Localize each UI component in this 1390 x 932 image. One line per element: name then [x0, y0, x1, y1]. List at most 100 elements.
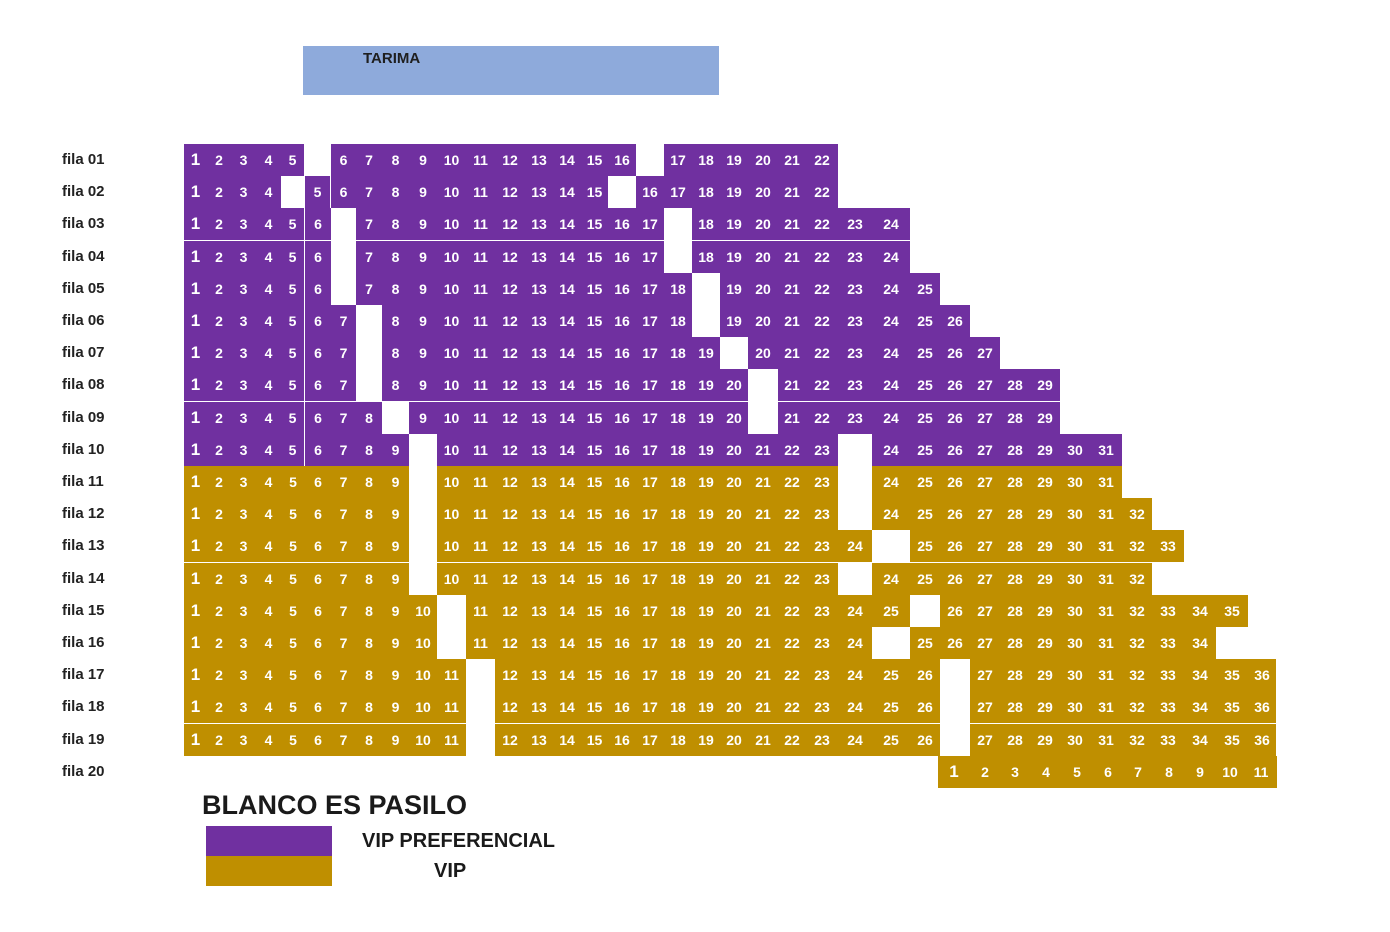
seat[interactable]: 32 [1122, 627, 1152, 659]
seat[interactable]: 24 [872, 305, 910, 337]
seat[interactable]: 11 [466, 627, 495, 659]
seat[interactable]: 6 [305, 595, 331, 627]
seat[interactable]: 10 [437, 176, 466, 208]
seat[interactable]: 5 [281, 659, 305, 691]
seat[interactable]: 21 [778, 241, 806, 273]
seat[interactable]: 22 [778, 724, 806, 756]
seat[interactable]: 20 [748, 144, 778, 176]
seat[interactable]: 11 [466, 369, 495, 401]
seat[interactable]: 3 [231, 273, 256, 305]
seat[interactable]: 17 [636, 434, 664, 466]
seat[interactable]: 21 [778, 369, 806, 401]
seat[interactable]: 2 [207, 627, 231, 659]
seat[interactable]: 22 [806, 144, 838, 176]
seat[interactable]: 17 [636, 659, 664, 691]
seat[interactable]: 25 [910, 369, 940, 401]
seat[interactable]: 28 [1000, 434, 1030, 466]
seat[interactable]: 31 [1090, 691, 1122, 723]
seat[interactable]: 11 [466, 402, 495, 434]
seat[interactable]: 22 [806, 369, 838, 401]
seat[interactable]: 20 [748, 337, 778, 369]
seat[interactable]: 23 [838, 273, 872, 305]
seat[interactable]: 23 [838, 305, 872, 337]
seat[interactable]: 20 [748, 208, 778, 240]
seat[interactable]: 18 [664, 659, 692, 691]
seat[interactable]: 5 [281, 337, 305, 369]
seat[interactable]: 2 [207, 305, 231, 337]
seat[interactable]: 9 [382, 434, 409, 466]
seat[interactable]: 1 [184, 627, 207, 659]
seat[interactable]: 26 [940, 498, 970, 530]
seat[interactable]: 5 [281, 273, 305, 305]
seat[interactable]: 24 [838, 659, 872, 691]
seat[interactable]: 13 [525, 691, 553, 723]
seat[interactable]: 15 [581, 466, 608, 498]
seat[interactable]: 31 [1090, 498, 1122, 530]
seat[interactable]: 3 [231, 498, 256, 530]
seat[interactable]: 15 [581, 305, 608, 337]
seat[interactable]: 10 [437, 498, 466, 530]
seat[interactable]: 5 [281, 466, 305, 498]
seat[interactable]: 2 [207, 530, 231, 562]
seat[interactable]: 29 [1030, 659, 1060, 691]
seat[interactable]: 1 [184, 563, 207, 595]
seat[interactable]: 20 [748, 241, 778, 273]
seat[interactable]: 22 [778, 627, 806, 659]
seat[interactable]: 36 [1248, 691, 1276, 723]
seat[interactable]: 30 [1060, 530, 1090, 562]
seat[interactable]: 31 [1090, 563, 1122, 595]
seat[interactable]: 23 [806, 466, 838, 498]
seat[interactable]: 13 [525, 273, 553, 305]
seat[interactable]: 33 [1152, 691, 1184, 723]
seat[interactable]: 12 [495, 627, 525, 659]
seat[interactable]: 28 [1000, 595, 1030, 627]
seat[interactable]: 1 [938, 756, 970, 788]
seat[interactable]: 20 [720, 434, 748, 466]
seat[interactable]: 29 [1030, 402, 1060, 434]
seat[interactable]: 1 [184, 402, 207, 434]
seat[interactable]: 16 [608, 724, 636, 756]
seat[interactable]: 21 [778, 144, 806, 176]
seat[interactable]: 2 [207, 434, 231, 466]
seat[interactable]: 22 [778, 563, 806, 595]
seat[interactable]: 10 [409, 724, 437, 756]
seat[interactable]: 4 [256, 176, 281, 208]
seat[interactable]: 7 [331, 369, 356, 401]
seat[interactable]: 14 [553, 434, 581, 466]
seat[interactable]: 12 [495, 659, 525, 691]
seat[interactable]: 19 [720, 176, 748, 208]
seat[interactable]: 21 [748, 595, 778, 627]
seat[interactable]: 11 [466, 241, 495, 273]
seat[interactable]: 3 [231, 402, 256, 434]
seat[interactable]: 5 [281, 691, 305, 723]
seat[interactable]: 10 [437, 369, 466, 401]
seat[interactable]: 18 [692, 176, 720, 208]
seat[interactable]: 19 [692, 337, 720, 369]
seat[interactable]: 16 [608, 305, 636, 337]
seat[interactable]: 19 [692, 466, 720, 498]
seat[interactable]: 19 [692, 659, 720, 691]
seat[interactable]: 10 [437, 144, 466, 176]
seat[interactable]: 3 [231, 595, 256, 627]
seat[interactable]: 2 [207, 176, 231, 208]
seat[interactable]: 14 [553, 273, 581, 305]
seat[interactable]: 15 [581, 530, 608, 562]
seat[interactable]: 11 [1245, 756, 1277, 788]
seat[interactable]: 3 [231, 208, 256, 240]
seat[interactable]: 1 [184, 337, 207, 369]
seat[interactable]: 24 [872, 241, 910, 273]
seat[interactable]: 21 [748, 434, 778, 466]
seat[interactable]: 3 [231, 369, 256, 401]
seat[interactable]: 17 [636, 595, 664, 627]
seat[interactable]: 1 [184, 208, 207, 240]
seat[interactable]: 9 [409, 369, 437, 401]
seat[interactable]: 4 [256, 208, 281, 240]
seat[interactable]: 29 [1030, 595, 1060, 627]
seat[interactable]: 21 [748, 466, 778, 498]
seat[interactable]: 9 [382, 563, 409, 595]
seat[interactable]: 21 [748, 498, 778, 530]
seat[interactable]: 2 [207, 466, 231, 498]
seat[interactable]: 7 [331, 402, 356, 434]
seat[interactable]: 8 [356, 498, 382, 530]
seat[interactable]: 3 [231, 691, 256, 723]
